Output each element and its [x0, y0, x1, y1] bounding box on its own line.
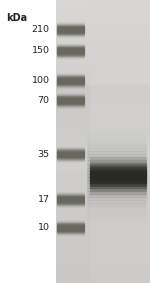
Text: 150: 150	[32, 46, 50, 55]
Text: kDa: kDa	[6, 13, 27, 23]
Text: 210: 210	[32, 25, 50, 34]
Text: 70: 70	[38, 96, 50, 105]
Text: 17: 17	[38, 195, 50, 204]
Text: 10: 10	[38, 223, 50, 232]
Text: 35: 35	[37, 150, 50, 159]
Text: 100: 100	[32, 76, 50, 85]
